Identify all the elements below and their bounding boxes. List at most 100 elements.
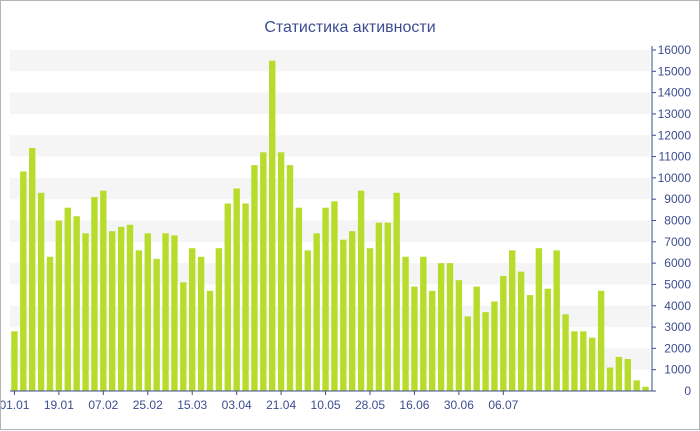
- bar: [615, 356, 623, 391]
- y-tick-label: 15000: [658, 64, 692, 78]
- bar: [295, 207, 303, 391]
- bar: [580, 331, 587, 391]
- bar: [269, 60, 276, 391]
- x-tick-label: 03.04: [222, 398, 252, 412]
- y-tick-label: 11000: [659, 150, 692, 164]
- bar: [171, 235, 178, 391]
- bar: [82, 233, 89, 391]
- bar: [624, 359, 631, 391]
- bar: [393, 192, 400, 391]
- x-tick-label: 10.05: [311, 398, 341, 412]
- grid-band: [10, 50, 650, 72]
- bar: [55, 220, 63, 391]
- bar: [357, 190, 365, 391]
- bar: [64, 207, 71, 391]
- bar: [153, 258, 160, 391]
- y-tick-label: 7000: [664, 235, 691, 249]
- bar: [517, 271, 525, 391]
- y-tick-label: 2000: [664, 341, 691, 355]
- x-tick-label: 19.01: [44, 398, 74, 412]
- bar: [446, 263, 454, 392]
- bar: [242, 203, 249, 391]
- y-tick-label: 6000: [664, 256, 691, 270]
- bar: [189, 248, 196, 391]
- bar: [73, 216, 80, 391]
- x-axis-ticks: 01.01 19.01 07.02 25.02 15.03 03.04 21.04 10.05…: [1, 391, 519, 412]
- x-tick-label: 15.03: [177, 398, 207, 412]
- bar: [233, 188, 240, 391]
- bar: [526, 295, 534, 391]
- bar: [322, 207, 329, 391]
- bar: [606, 367, 614, 391]
- bar: [20, 171, 27, 391]
- x-tick-label: 01.01: [1, 398, 30, 412]
- bar: [91, 197, 98, 391]
- bar: [277, 152, 285, 391]
- grid-band: [10, 348, 650, 370]
- x-tick-label: 06.07: [488, 398, 518, 412]
- y-tick-label: 13000: [658, 107, 692, 121]
- grid-band: [10, 263, 650, 285]
- y-tick-label: 16000: [658, 43, 692, 57]
- bar: [642, 386, 649, 391]
- bar: [126, 224, 134, 391]
- bar: [384, 222, 391, 391]
- bar: [473, 286, 480, 391]
- bar: [46, 256, 54, 391]
- bar: [29, 148, 36, 391]
- bar: [589, 337, 596, 391]
- bar: [437, 263, 445, 392]
- bar: [100, 190, 107, 391]
- bar: [224, 203, 231, 391]
- bar: [633, 380, 640, 391]
- y-axis-ticks: 0 1000 2000 3000 4000 5000 6000 7000 8000 9000 100…: [652, 43, 691, 398]
- bar: [535, 248, 543, 391]
- y-tick-label: 9000: [664, 192, 691, 206]
- bar: [144, 233, 151, 391]
- y-tick-label: 1000: [664, 363, 691, 377]
- bar: [260, 152, 267, 391]
- x-tick-label: 28.05: [355, 398, 385, 412]
- bar-series: [11, 60, 649, 392]
- bar: [206, 290, 214, 391]
- x-tick-label: 07.02: [88, 398, 118, 412]
- x-tick-label: 21.04: [266, 398, 296, 412]
- axes: [10, 46, 653, 392]
- y-tick-label: 10000: [658, 171, 692, 185]
- grid-band: [10, 135, 650, 157]
- grid-band: [10, 305, 650, 328]
- bar: [491, 301, 498, 391]
- bar: [313, 233, 320, 391]
- bar: [429, 290, 436, 391]
- chart-title: Статистика активности: [264, 19, 435, 36]
- grid-band: [10, 220, 650, 242]
- bar: [562, 314, 569, 391]
- bar: [331, 201, 338, 391]
- bar: [544, 288, 551, 391]
- x-tick-label: 16.06: [399, 398, 429, 412]
- y-tick-label: 0: [684, 384, 691, 398]
- y-tick-label: 3000: [664, 320, 691, 334]
- bar: [571, 331, 578, 391]
- y-tick-label: 14000: [658, 86, 692, 100]
- x-tick-label: 25.02: [133, 398, 163, 412]
- y-tick-label: 12000: [658, 128, 692, 142]
- bar: [411, 286, 418, 391]
- bar: [37, 192, 45, 391]
- bar: [500, 275, 507, 391]
- y-tick-label: 4000: [664, 299, 691, 313]
- bar: [304, 250, 311, 391]
- bar: [375, 222, 383, 391]
- y-tick-label: 5000: [664, 277, 691, 291]
- bar: [509, 250, 516, 391]
- bar: [464, 316, 471, 391]
- grid-bands: [10, 50, 650, 370]
- bar: [117, 226, 125, 391]
- bar: [597, 290, 605, 391]
- bar: [366, 248, 374, 391]
- bar: [135, 250, 143, 391]
- bar: [455, 280, 463, 391]
- bar: [197, 256, 205, 391]
